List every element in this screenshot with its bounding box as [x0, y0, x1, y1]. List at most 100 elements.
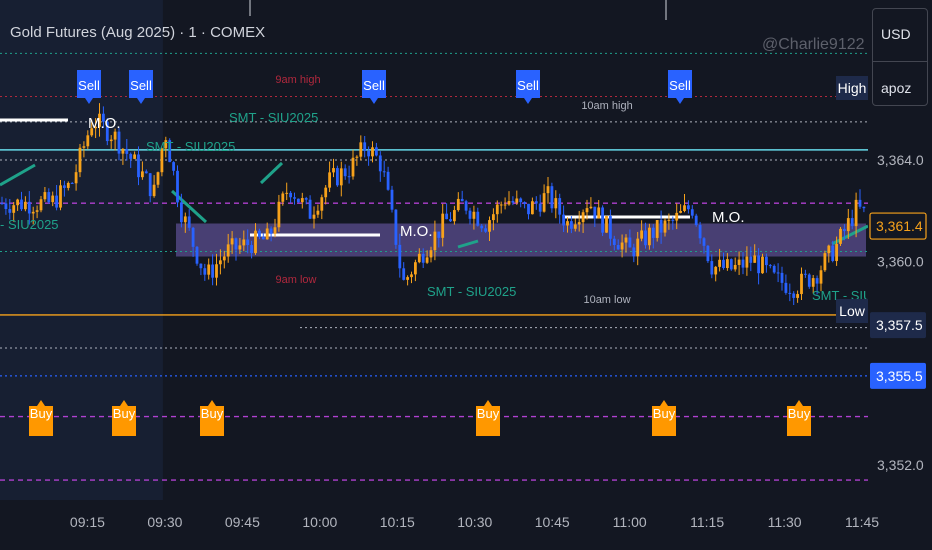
candle-body	[538, 203, 542, 212]
candle-body	[659, 219, 663, 233]
candle	[601, 205, 604, 237]
candle	[788, 283, 792, 302]
candle	[160, 147, 164, 177]
candle	[351, 149, 355, 180]
candle	[141, 161, 144, 180]
candle-body	[445, 213, 448, 220]
candle	[332, 158, 335, 178]
buy-label: Buy	[113, 406, 136, 421]
candle	[94, 118, 97, 139]
candle	[632, 243, 636, 263]
candle	[589, 197, 593, 210]
candle-body	[542, 193, 546, 212]
candle	[8, 198, 12, 220]
candle	[300, 192, 304, 209]
candle	[823, 250, 827, 272]
candle	[741, 252, 745, 275]
candle	[780, 266, 784, 291]
candle	[102, 106, 105, 128]
candle-body	[843, 228, 846, 232]
candle-body	[312, 214, 316, 219]
candle-body	[39, 199, 43, 211]
candle	[121, 147, 125, 165]
time-axis-tick: 11:30	[768, 514, 802, 530]
candle	[683, 193, 686, 213]
candle-body	[394, 209, 398, 245]
unit-label[interactable]: apoz	[881, 80, 912, 96]
candle-body	[386, 171, 390, 190]
candle-body	[425, 257, 429, 263]
candle-body	[273, 227, 277, 234]
candle	[152, 175, 156, 198]
candle-body	[402, 268, 406, 280]
candle	[609, 209, 612, 246]
buy-signal: Buy	[787, 400, 811, 436]
candle	[86, 130, 90, 150]
candle-body	[129, 153, 133, 159]
candle	[675, 203, 679, 230]
candle	[207, 258, 211, 280]
candle-body	[187, 216, 191, 228]
candle	[386, 166, 390, 191]
candle-body	[589, 206, 593, 209]
candle	[468, 207, 472, 225]
candle-body	[468, 210, 472, 219]
candle	[831, 240, 835, 263]
candle	[211, 254, 214, 286]
candle	[82, 141, 86, 158]
symbol-title[interactable]: Gold Futures (Aug 2025) · 1 · COMEX	[10, 24, 266, 41]
candle	[605, 215, 608, 233]
candle	[98, 103, 101, 137]
candle	[382, 160, 386, 177]
candle	[20, 191, 23, 212]
candle-body	[722, 259, 725, 269]
candle-body	[546, 186, 550, 194]
candle-body	[371, 147, 374, 157]
sell-signal: Sell	[77, 70, 101, 104]
sell-marker	[516, 70, 540, 104]
candle	[815, 275, 819, 295]
candle	[285, 182, 289, 200]
time-axis-tick: 09:15	[70, 514, 105, 530]
candle-body	[121, 148, 125, 154]
candle-body	[51, 195, 55, 203]
candle-body	[593, 206, 597, 219]
candle	[472, 205, 476, 230]
candle	[488, 216, 491, 242]
candle-body	[765, 256, 768, 266]
price-badge-box	[870, 362, 926, 389]
currency-label[interactable]: USD	[881, 26, 911, 42]
candle	[219, 249, 222, 275]
candle	[199, 263, 203, 276]
candle	[757, 248, 760, 285]
candle-body	[258, 230, 261, 237]
candle-body	[620, 242, 624, 250]
candle	[133, 151, 136, 160]
candle-body	[363, 142, 367, 151]
candle	[858, 189, 862, 209]
candle	[172, 161, 175, 176]
candle-body	[433, 231, 437, 251]
candle	[558, 193, 562, 224]
candle-body	[203, 268, 207, 275]
time-axis-tick: 11:00	[613, 514, 647, 530]
candle-body	[640, 230, 643, 239]
candle-body	[289, 192, 292, 198]
candle-body	[675, 212, 679, 221]
candle-body	[605, 215, 608, 233]
candle	[499, 201, 503, 214]
candle-body	[109, 139, 113, 142]
candle	[12, 201, 16, 222]
candle-body	[503, 204, 507, 206]
candle-body	[511, 201, 515, 203]
candle	[456, 192, 460, 212]
buy-signal: Buy	[652, 400, 676, 436]
candle-body	[651, 227, 655, 238]
currency-unit-selector[interactable]: USD apoz	[872, 8, 928, 106]
candle	[761, 253, 764, 274]
candle	[562, 205, 565, 233]
candle	[398, 233, 402, 278]
candle	[663, 218, 667, 237]
candle-body	[476, 211, 480, 226]
